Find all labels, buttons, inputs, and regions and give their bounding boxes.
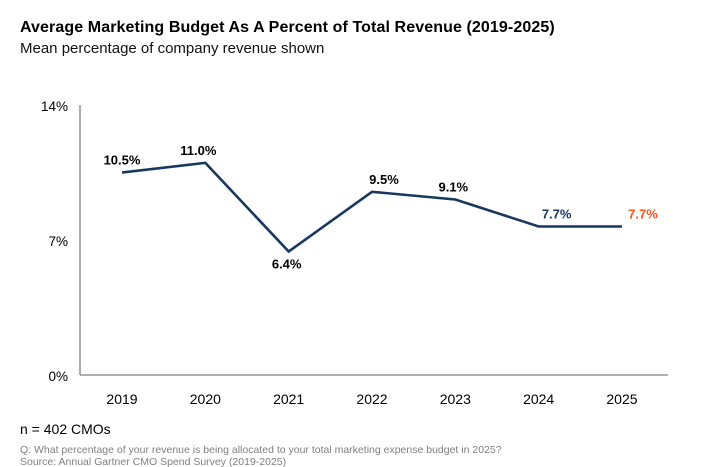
series-line [121,161,622,254]
data-label-2021: 6.4% [272,257,302,272]
x-tick-label-2025: 2025 [606,391,637,407]
sample-size-note: n = 402 CMOs [20,421,111,437]
data-labels: 10.5% 11.0% 6.4% 9.5% 9.1% 7.7% 7.7% [104,143,659,272]
y-tick-label-0%: 0% [48,369,68,384]
survey-question-note: Q: What percentage of your revenue is be… [20,444,502,456]
chart-subtitle: Mean percentage of company revenue shown [20,40,325,57]
x-tick-label-2024: 2024 [523,391,554,407]
chart-title: Average Marketing Budget As A Percent of… [20,19,555,36]
source-note: Source: Annual Gartner CMO Spend Survey … [20,456,287,467]
data-label-2024: 7.7% [542,207,572,222]
axes [79,105,668,376]
x-tick-label-2021: 2021 [273,391,304,407]
y-tick-label-14%: 14% [41,99,68,114]
y-tick-label-7%: 7% [48,234,68,249]
data-label-2020: 11.0% [180,143,217,158]
data-label-2019: 10.5% [104,153,141,168]
data-label-2022: 9.5% [369,172,399,187]
axis-tick-labels: 0% 7% 14% 2019 2020 2021 2022 2023 2024 2025 [41,99,638,407]
budget-line-series [121,161,622,254]
data-label-2023: 9.1% [438,180,468,195]
data-label-2025: 7.7% [628,207,658,222]
x-tick-label-2020: 2020 [190,391,221,407]
x-tick-label-2022: 2022 [356,391,387,407]
x-tick-label-2019: 2019 [106,391,137,407]
x-tick-label-2023: 2023 [440,391,471,407]
